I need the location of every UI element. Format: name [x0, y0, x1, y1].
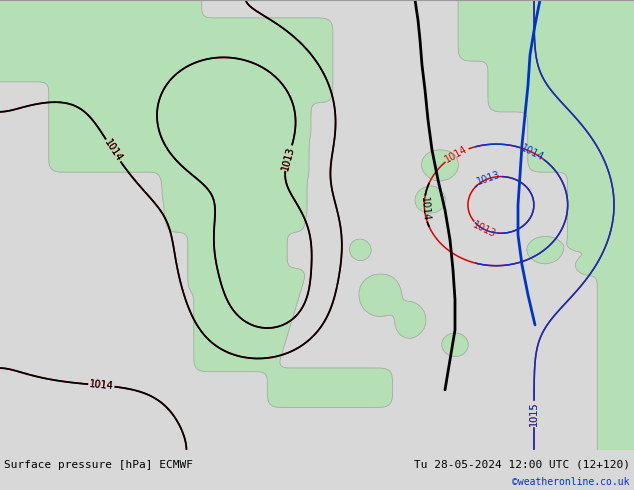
Text: 1014: 1014	[418, 196, 430, 221]
Text: 1013: 1013	[472, 220, 498, 240]
Text: 1015: 1015	[529, 402, 539, 426]
Text: 1014: 1014	[443, 144, 470, 165]
Text: 1015: 1015	[529, 402, 539, 426]
Text: 1013: 1013	[476, 170, 502, 187]
Text: Surface pressure [hPa] ECMWF: Surface pressure [hPa] ECMWF	[4, 460, 193, 470]
Text: ©weatheronline.co.uk: ©weatheronline.co.uk	[512, 477, 630, 487]
Text: 1014: 1014	[519, 143, 546, 163]
Text: Tu 28-05-2024 12:00 UTC (12+120): Tu 28-05-2024 12:00 UTC (12+120)	[414, 460, 630, 470]
Text: 1014: 1014	[89, 379, 114, 392]
Text: 1014: 1014	[102, 138, 124, 164]
Text: 1014: 1014	[89, 379, 114, 392]
Text: 1013: 1013	[280, 145, 296, 171]
Text: 1013: 1013	[280, 145, 296, 171]
Text: 1014: 1014	[102, 138, 124, 164]
